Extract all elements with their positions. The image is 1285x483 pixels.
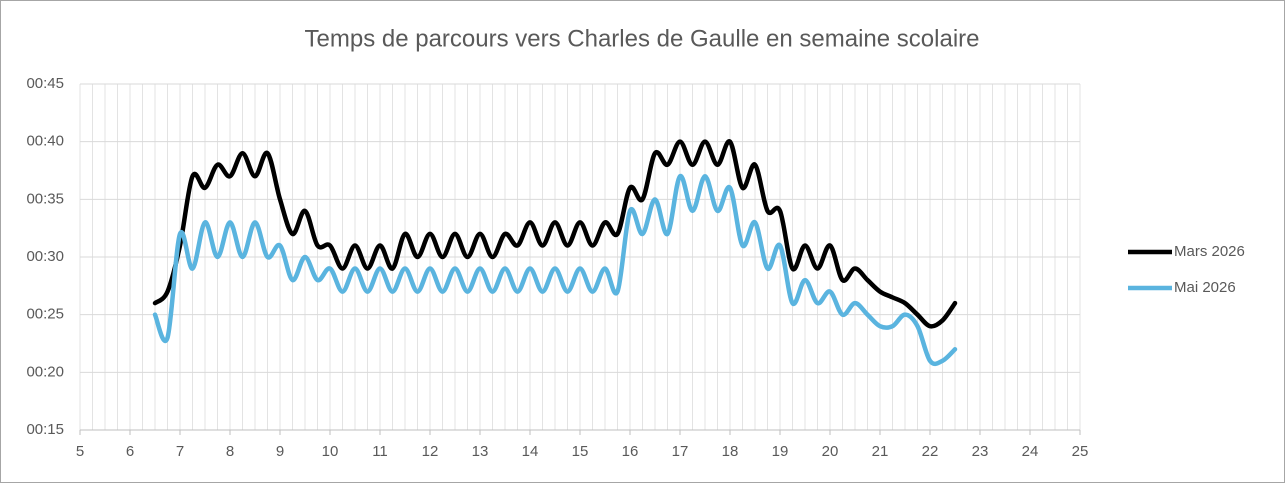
x-tick-label: 9 xyxy=(276,443,284,460)
x-tick-label: 18 xyxy=(722,443,739,460)
line xyxy=(152,139,958,329)
line xyxy=(152,174,958,367)
x-tick-label: 22 xyxy=(922,443,939,460)
legend-label: Mai 2026 xyxy=(1174,279,1236,296)
x-tick-label: 13 xyxy=(472,443,489,460)
y-tick-label: 00:30 xyxy=(26,248,64,265)
x-tick-label: 23 xyxy=(972,443,989,460)
y-tick-label: 00:25 xyxy=(26,306,64,323)
x-tick-label: 12 xyxy=(422,443,439,460)
x-tick-label: 25 xyxy=(1072,443,1089,460)
y-tick-label: 00:45 xyxy=(26,75,64,92)
x-tick-label: 24 xyxy=(1022,443,1039,460)
x-tick-label: 6 xyxy=(126,443,134,460)
x-tick-label: 17 xyxy=(672,443,689,460)
x-tick-label: 21 xyxy=(872,443,889,460)
y-tick-label: 00:15 xyxy=(26,421,64,438)
x-tick-label: 7 xyxy=(176,443,184,460)
x-tick-label: 19 xyxy=(772,443,789,460)
x-tick-label: 10 xyxy=(322,443,339,460)
x-tick-label: 15 xyxy=(572,443,589,460)
y-tick-label: 00:35 xyxy=(26,190,64,207)
chart-title: Temps de parcours vers Charles de Gaulle… xyxy=(305,25,980,52)
x-tick-label: 14 xyxy=(522,443,539,460)
legend-label: Mars 2026 xyxy=(1174,243,1245,260)
x-tick-label: 16 xyxy=(622,443,639,460)
x-tick-label: 20 xyxy=(822,443,839,460)
x-tick-label: 8 xyxy=(226,443,234,460)
x-tick-label: 11 xyxy=(372,443,388,460)
y-tick-label: 00:20 xyxy=(26,363,64,380)
y-tick-label: 00:40 xyxy=(26,133,64,150)
x-tick-label: 5 xyxy=(76,443,84,460)
